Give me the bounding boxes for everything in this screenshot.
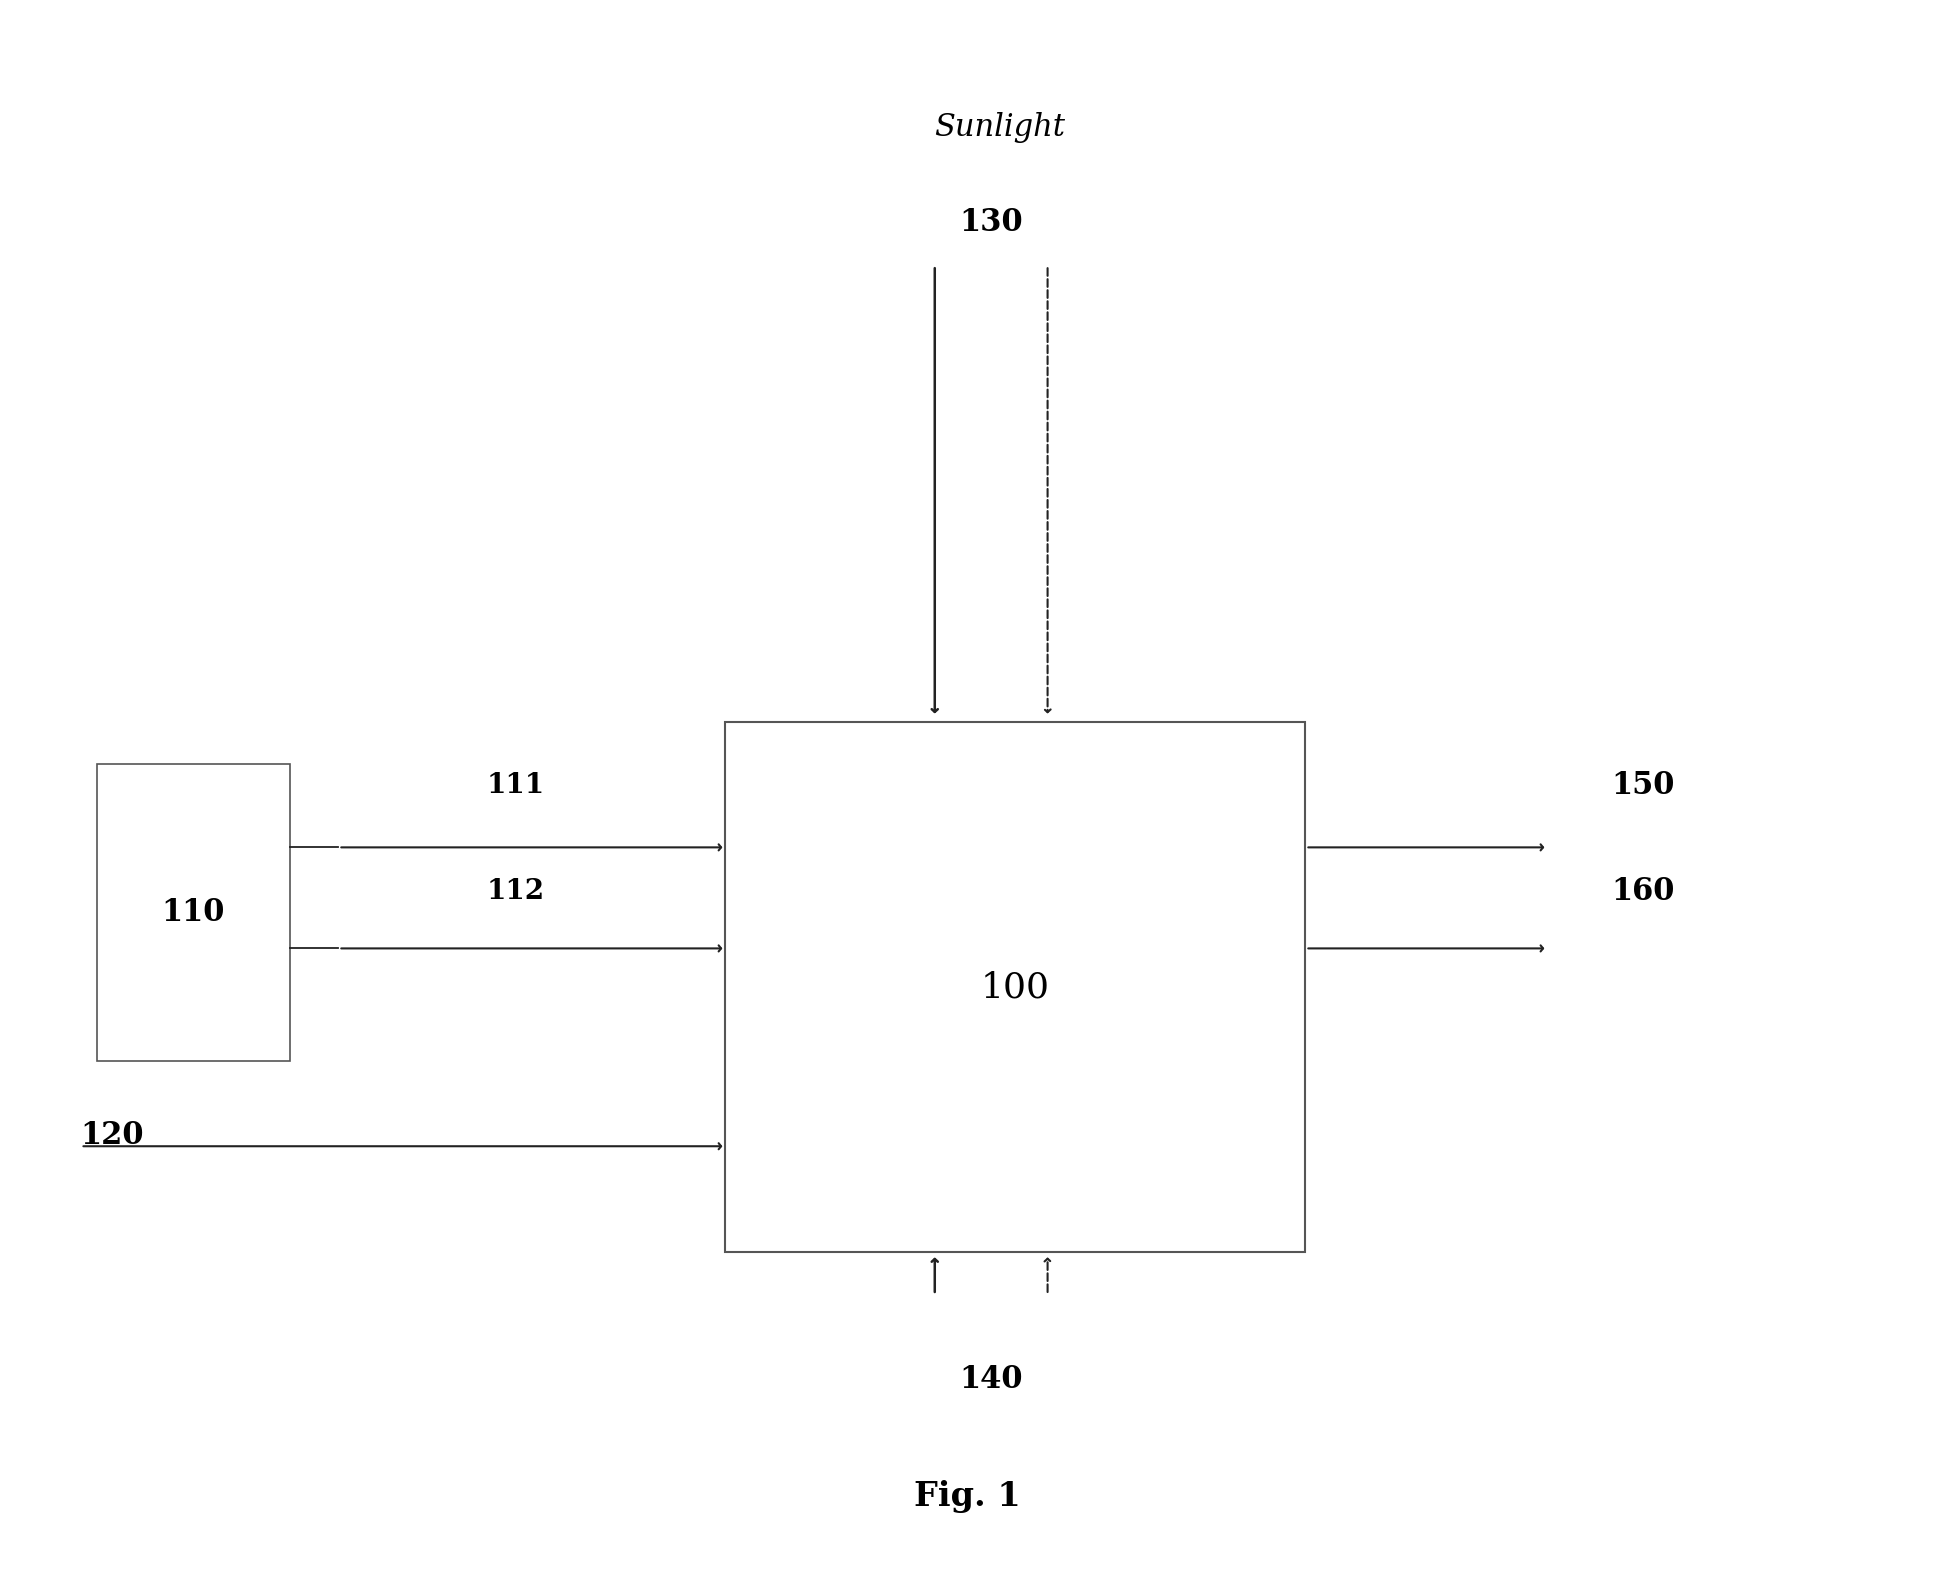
Bar (725, 721, 1305, 1253)
Bar (97, 764, 290, 1062)
Text: 140: 140 (959, 1364, 1023, 1395)
Text: Fig. 1: Fig. 1 (913, 1481, 1021, 1512)
Text: Sunlight: Sunlight (934, 111, 1066, 143)
Text: 110: 110 (162, 898, 224, 928)
Text: 160: 160 (1611, 876, 1675, 907)
Text: 112: 112 (487, 879, 545, 904)
Text: 111: 111 (487, 772, 545, 799)
Text: 130: 130 (959, 207, 1023, 239)
Text: 100: 100 (981, 970, 1050, 1005)
Text: 120: 120 (81, 1121, 145, 1151)
Text: 150: 150 (1611, 771, 1675, 801)
